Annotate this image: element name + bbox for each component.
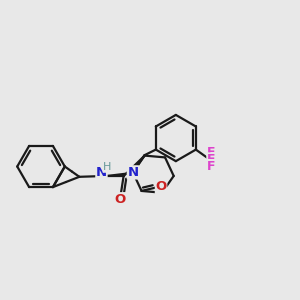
Text: H: H [103, 162, 112, 172]
Text: N: N [96, 166, 107, 179]
Text: F: F [207, 146, 216, 159]
Text: O: O [155, 181, 167, 194]
Text: N: N [127, 166, 139, 179]
Text: F: F [207, 160, 216, 172]
Text: O: O [114, 193, 126, 206]
Text: F: F [207, 153, 216, 166]
